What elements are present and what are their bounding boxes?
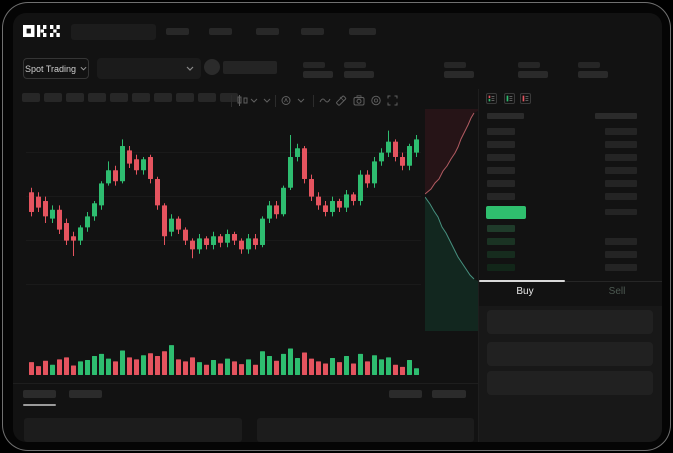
panel-divider [479, 281, 662, 282]
market-type-label: Spot Trading [24, 63, 77, 74]
timeframe-button-placeholder[interactable] [66, 93, 84, 102]
fullscreen-icon[interactable] [387, 95, 398, 106]
order-input-placeholder[interactable] [487, 310, 653, 334]
timeframe-button-placeholder[interactable] [110, 93, 128, 102]
timeframe-button-placeholder[interactable] [44, 93, 62, 102]
ask-row[interactable] [479, 128, 662, 135]
order-panel: Buy Sell [478, 89, 662, 442]
bottom-action-button-2[interactable] [432, 390, 466, 398]
market-type-selector[interactable]: Spot Trading [23, 58, 89, 79]
nav-item-placeholder[interactable] [166, 28, 189, 35]
line-tool-icon[interactable] [319, 95, 331, 106]
bid-row[interactable] [479, 264, 662, 271]
okx-logo[interactable] [23, 22, 63, 40]
book-asks-only-icon[interactable] [520, 93, 531, 104]
ask-row[interactable] [479, 193, 662, 200]
toolbar-divider [231, 95, 232, 107]
market-stat-placeholder [344, 62, 374, 78]
last-price-badge[interactable] [486, 206, 526, 219]
pair-dropdown[interactable] [97, 58, 201, 79]
order-book-header [479, 113, 662, 120]
candlestick-chart[interactable] [26, 113, 421, 333]
bottom-action-button-1[interactable] [389, 390, 422, 398]
last-price-amount-placeholder [605, 209, 637, 215]
tab-sell[interactable]: Sell [608, 286, 626, 297]
nav-item-placeholder[interactable] [256, 28, 279, 35]
price-column-header [487, 113, 524, 119]
bottom-active-tab-indicator [23, 404, 56, 406]
nav-item-placeholder[interactable] [209, 28, 232, 35]
amount-column-header [595, 113, 637, 119]
market-stat-placeholder [518, 62, 548, 78]
indicators-icon[interactable] [281, 95, 307, 106]
tab-buy[interactable]: Buy [516, 286, 534, 297]
timeframe-buttons [22, 93, 240, 102]
pair-coin-icon [204, 59, 220, 75]
volume-chart [29, 345, 419, 375]
book-both-icon[interactable] [486, 93, 497, 104]
timeframe-button-placeholder[interactable] [88, 93, 106, 102]
bottom-tab-1[interactable] [23, 390, 56, 398]
bid-row[interactable] [479, 251, 662, 258]
draw-tool-icon[interactable] [336, 95, 348, 106]
ask-row[interactable] [479, 180, 662, 187]
depth-chart [425, 109, 478, 331]
camera-icon[interactable] [353, 95, 365, 106]
bid-row[interactable] [479, 225, 662, 232]
market-stat-placeholder [578, 62, 608, 78]
nav-item-placeholder[interactable] [349, 28, 376, 35]
active-tab-indicator [479, 280, 565, 282]
timeframe-button-placeholder[interactable] [220, 93, 238, 102]
order-form [479, 306, 662, 442]
orders-table-placeholder-right [257, 418, 474, 442]
candle-style-icon[interactable] [237, 95, 259, 106]
book-bids-only-icon[interactable] [504, 93, 515, 104]
ask-row[interactable] [479, 167, 662, 174]
market-stat-placeholder [303, 62, 333, 78]
bottom-divider [13, 383, 478, 384]
timeframe-button-placeholder[interactable] [132, 93, 150, 102]
pair-name-placeholder [223, 61, 277, 74]
market-stat-placeholder [444, 62, 474, 78]
timeframe-button-placeholder[interactable] [154, 93, 172, 102]
app-window: Spot Trading [13, 13, 662, 442]
chevron-down-icon[interactable] [263, 95, 271, 106]
order-input-placeholder[interactable] [487, 342, 653, 366]
ask-row[interactable] [479, 154, 662, 161]
orders-table-placeholder-left [24, 418, 242, 442]
timeframe-button-placeholder[interactable] [22, 93, 40, 102]
timeframe-button-placeholder[interactable] [176, 93, 194, 102]
ask-row[interactable] [479, 141, 662, 148]
chevron-down-icon [186, 66, 194, 71]
timeframe-button-placeholder[interactable] [198, 93, 216, 102]
order-input-placeholder[interactable] [487, 371, 653, 395]
toolbar-divider [313, 95, 314, 107]
toolbar-divider [275, 95, 276, 107]
bid-row[interactable] [479, 238, 662, 245]
chevron-down-icon [80, 66, 87, 71]
search-bar[interactable] [71, 24, 156, 40]
nav-item-placeholder[interactable] [301, 28, 324, 35]
settings-icon[interactable] [370, 95, 382, 106]
bottom-tab-2[interactable] [69, 390, 102, 398]
